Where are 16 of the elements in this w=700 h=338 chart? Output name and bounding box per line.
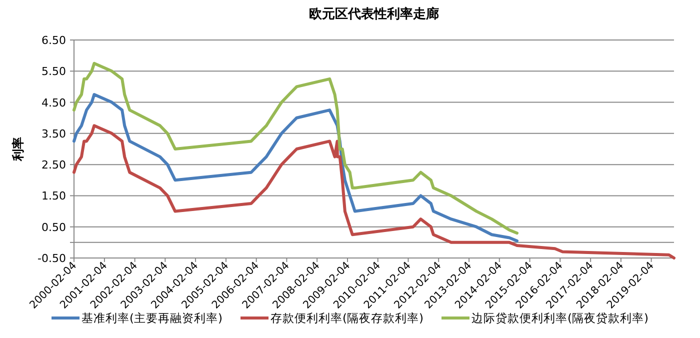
chart-title: 欧元区代表性利率走廊: [309, 6, 439, 22]
y-tick-label: -0.50: [38, 252, 66, 265]
y-tick-label: 0.50: [42, 220, 66, 234]
line-series: [72, 62, 519, 235]
legend-label: 边际贷款便利利率(隔夜贷款利率): [471, 311, 648, 325]
y-tick-label: 5.50: [42, 65, 66, 78]
legend-label: 存款便利利率(隔夜存款利率): [270, 311, 424, 325]
y-axis-title: 利率: [11, 137, 25, 162]
y-tick-label: 4.50: [42, 96, 66, 110]
legend-label: 基准利率(主要再融资利率): [82, 311, 223, 325]
y-tick-label: 6.50: [42, 34, 66, 47]
line-series: [72, 124, 676, 260]
y-tick-label: 1.50: [42, 190, 66, 203]
line-series: [72, 93, 519, 242]
y-tick-label: 3.50: [42, 127, 66, 140]
y-tick-label: 2.50: [42, 158, 66, 172]
